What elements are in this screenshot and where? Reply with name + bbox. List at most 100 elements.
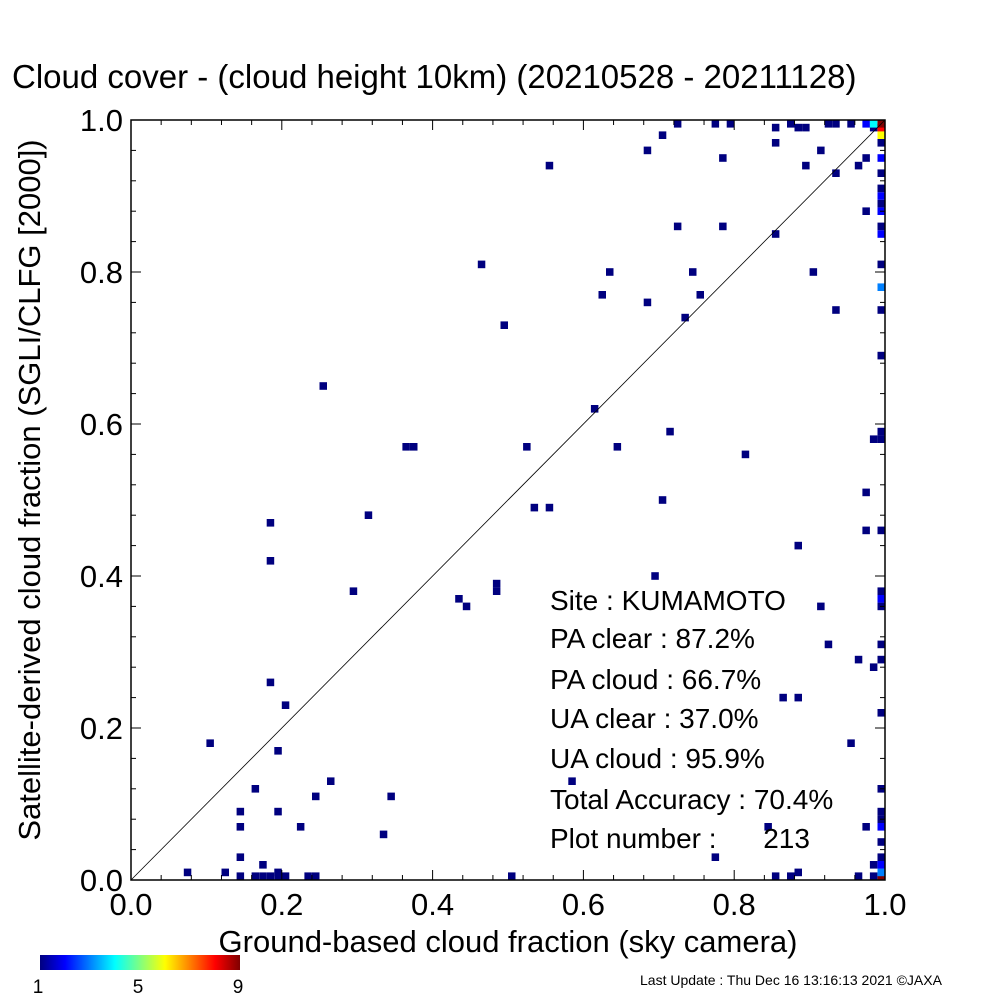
heatmap-cell [869, 663, 878, 671]
heatmap-cell [530, 503, 539, 512]
heatmap-cell [794, 693, 802, 702]
last-update-footer: Last Update : Thu Dec 16 13:16:13 2021 ©… [640, 972, 942, 988]
stat-pa-cloud: PA cloud : 66.7% [550, 664, 761, 695]
heatmap-cell [862, 488, 870, 497]
x-tick-label: 0.0 [109, 887, 152, 922]
heatmap-cell [304, 872, 312, 880]
heatmap-cell [402, 443, 410, 451]
heatmap-cell [771, 230, 780, 238]
heatmap-cell [877, 260, 885, 269]
y-tick-label: 0.4 [80, 559, 123, 594]
heatmap-cell [854, 161, 863, 170]
heatmap-cell [877, 230, 885, 238]
heatmap-cell [643, 146, 652, 155]
heatmap-cell [877, 199, 885, 208]
stat-pa-clear: PA clear : 87.2% [550, 623, 755, 654]
heatmap-cell [771, 872, 780, 880]
heatmap-cell [673, 120, 682, 128]
heatmap-cell [274, 868, 282, 877]
heatmap-cell [236, 853, 245, 861]
heatmap-cell [327, 777, 335, 785]
heatmap-cell [651, 572, 659, 580]
heatmap-cell [817, 602, 825, 611]
heatmap-cell [259, 872, 267, 880]
heatmap-cell [726, 120, 735, 128]
heatmap-cell [719, 222, 727, 231]
heatmap-cell [877, 853, 885, 861]
heatmap-cell [877, 283, 885, 291]
heatmap-cell [877, 709, 885, 717]
heatmap-cell [545, 503, 554, 512]
heatmap-cell [274, 747, 282, 755]
heatmap-cell [877, 807, 885, 816]
heatmap-cell [312, 792, 320, 801]
heatmap-cell [877, 139, 885, 147]
y-axis-label: Satellite-derived cloud fraction (SGLI/C… [12, 139, 47, 840]
heatmap-cell [206, 739, 214, 747]
heatmap-cell [869, 120, 878, 128]
heatmap-cell [266, 872, 275, 880]
heatmap-cell [643, 298, 652, 307]
heatmap-cell [590, 405, 599, 413]
heatmap-cell [877, 640, 885, 649]
heatmap-cell [877, 154, 885, 162]
heatmap-cell [251, 872, 260, 880]
heatmap-cell [824, 120, 833, 128]
heatmap-cell [877, 868, 885, 877]
x-axis-label: Ground-based cloud fraction (sky camera) [219, 924, 798, 959]
heatmap-cell [568, 777, 576, 785]
heatmap-cell [613, 443, 622, 451]
y-tick-label: 0.2 [80, 711, 123, 746]
heatmap-cell [869, 123, 878, 132]
heatmap-cell [689, 268, 697, 276]
heatmap-cell [832, 169, 840, 177]
heatmap-cell [455, 595, 463, 603]
heatmap-cell [869, 861, 878, 869]
heatmap-cell [832, 120, 840, 128]
heatmap-cell [364, 511, 373, 519]
heatmap-cell [719, 154, 727, 162]
heatmap-cell [492, 579, 501, 588]
stat-plot-number: Plot number : 213 [550, 823, 810, 854]
heatmap-cell [296, 823, 305, 831]
y-tick-labels: 0.0 0.2 0.4 0.6 0.8 1.0 [80, 103, 123, 898]
heatmap-cell [266, 557, 275, 565]
heatmap-cell [877, 306, 885, 314]
heatmap-cell [862, 526, 870, 535]
heatmap-cell [854, 872, 863, 880]
heatmap-cell [809, 268, 818, 276]
heatmap-cell [771, 123, 780, 132]
heatmap-cell [379, 830, 388, 839]
heatmap-cell [410, 443, 418, 451]
stat-ua-cloud: UA cloud : 95.9% [550, 743, 765, 774]
heatmap-cell [274, 807, 282, 816]
heatmap-cell [877, 655, 885, 664]
heatmap-cell [764, 823, 772, 831]
heatmap-cell [236, 823, 245, 831]
x-tick-label: 0.6 [562, 887, 605, 922]
heatmap-cell [854, 655, 863, 664]
x-tick-label: 0.2 [260, 887, 303, 922]
heatmap-cell [696, 291, 704, 299]
heatmap-cell [281, 701, 290, 709]
heatmap-cell [508, 872, 516, 880]
heatmap-cell [869, 435, 878, 443]
colorbar-label-mid: 5 [133, 977, 144, 998]
heatmap-cell [545, 161, 554, 170]
heatmap-cell [877, 872, 885, 880]
heatmap-cell [681, 313, 689, 322]
x-tick-label: 0.8 [713, 887, 756, 922]
heatmap-cell [274, 872, 282, 880]
heatmap-cell [877, 123, 885, 132]
heatmap-cell [877, 169, 885, 177]
heatmap-cell [666, 427, 674, 436]
axis-ticks [130, 119, 886, 881]
heatmap-cell [711, 853, 720, 861]
heatmap-cell [802, 123, 810, 132]
y-tick-label: 0.0 [80, 863, 123, 898]
heatmap-cell [259, 861, 267, 869]
heatmap-cell [598, 291, 606, 299]
heatmap-cell [349, 587, 358, 595]
x-tick-labels: 0.0 0.2 0.4 0.6 0.8 1.0 [109, 887, 906, 922]
